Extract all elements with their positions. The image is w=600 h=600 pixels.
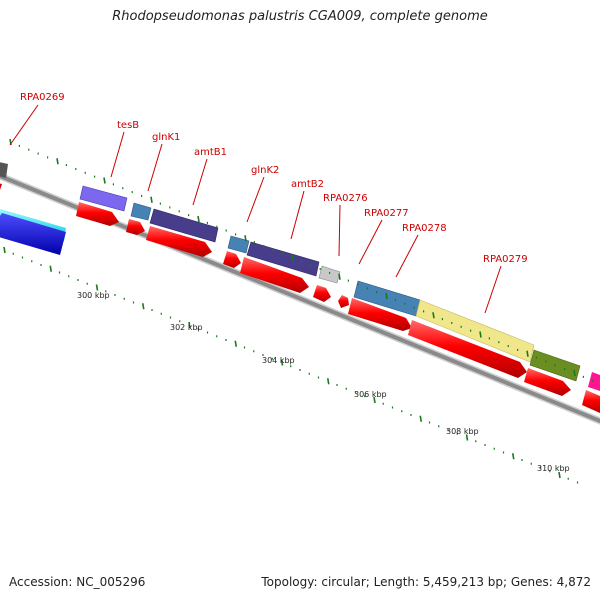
accession-label: Accession: NC_005296 xyxy=(9,575,146,589)
cds-glnK2[interactable] xyxy=(223,251,241,268)
tick-mark xyxy=(432,312,435,319)
cds-blue[interactable] xyxy=(0,213,66,255)
cds-RPA0277[interactable] xyxy=(348,298,412,331)
tick-mark xyxy=(95,284,99,291)
tick-mark xyxy=(465,434,469,441)
gene-label[interactable]: tesB xyxy=(117,120,139,131)
tick-mark xyxy=(3,246,6,254)
gene-amtB2[interactable] xyxy=(246,241,320,277)
tick-mark xyxy=(291,254,294,261)
callout-line xyxy=(9,104,39,146)
cds-glnK1[interactable] xyxy=(126,219,145,235)
tick-mark xyxy=(385,292,388,300)
gene-label[interactable]: RPA0279 xyxy=(483,254,528,265)
gene-callouts: RPA0269 tesB glnK1 amtB1 glnK2 amtB2 RPA0276 RP… xyxy=(9,92,528,314)
gene-label[interactable]: RPA0269 xyxy=(20,92,65,103)
gene-pink[interactable] xyxy=(588,372,600,391)
gene-label[interactable]: RPA0277 xyxy=(364,208,409,219)
cds-RPA0277a[interactable] xyxy=(338,295,349,308)
callout-line xyxy=(395,234,419,278)
tick-mark xyxy=(197,215,200,223)
tick-row-lower xyxy=(3,246,579,484)
tick-mark xyxy=(338,273,341,280)
gene-label[interactable]: glnK1 xyxy=(152,132,180,143)
tick-mark xyxy=(150,196,153,203)
genome-stats-label: Topology: circular; Length: 5,459,213 bp… xyxy=(261,575,591,589)
tick-mark xyxy=(326,378,330,385)
scale-label: 302 kbp xyxy=(170,323,203,332)
tick-mark xyxy=(373,396,376,404)
tick-mark xyxy=(56,158,59,165)
callout-line xyxy=(290,190,305,240)
scale-label: 306 kbp xyxy=(354,390,387,399)
callout-line xyxy=(147,143,163,192)
tick-row-upper xyxy=(9,138,594,382)
cds-RPA0279[interactable] xyxy=(408,320,527,378)
cds-amtB2[interactable] xyxy=(240,257,309,293)
gene-RPA0276[interactable] xyxy=(318,265,341,284)
cds-red-left[interactable] xyxy=(0,182,2,190)
gene-RPA0279[interactable] xyxy=(415,299,535,363)
gene-glnK2[interactable] xyxy=(227,235,250,254)
gene-label[interactable]: amtB2 xyxy=(291,179,324,190)
gene-label[interactable]: glnK2 xyxy=(251,165,279,176)
gene-glnK1[interactable] xyxy=(130,202,152,221)
tick-mark xyxy=(244,235,247,242)
cds-tesB[interactable] xyxy=(76,202,119,226)
tick-mark xyxy=(558,471,561,479)
tick-mark xyxy=(526,350,529,357)
cds-right[interactable] xyxy=(582,390,600,413)
cds-olive[interactable] xyxy=(524,368,571,396)
scale-label: 300 kbp xyxy=(77,291,110,300)
gene-label[interactable]: RPA0278 xyxy=(402,223,447,234)
callout-line xyxy=(246,176,265,223)
callout-line xyxy=(358,219,383,265)
tick-mark xyxy=(234,340,238,347)
gene-grey-dark[interactable] xyxy=(0,160,8,178)
tick-mark xyxy=(188,321,191,329)
tick-mark xyxy=(103,177,106,184)
callout-line xyxy=(338,204,341,257)
callout-line xyxy=(192,158,208,206)
tick-mark xyxy=(49,265,53,272)
scale-label: 304 kbp xyxy=(262,356,295,365)
cds-RPA0276[interactable] xyxy=(313,285,331,302)
callout-line xyxy=(110,131,125,178)
callout-line xyxy=(484,265,502,314)
tick-mark xyxy=(573,369,576,377)
map-title: Rhodopseudomonas palustris CGA009, compl… xyxy=(112,9,488,24)
gene-label[interactable]: amtB1 xyxy=(194,147,227,158)
scale-labels: 300 kbp 302 kbp 304 kbp 306 kbp 308 kbp 310 k… xyxy=(77,291,570,473)
cds-amtB1[interactable] xyxy=(146,226,212,257)
scale-label: 310 kbp xyxy=(537,464,570,473)
scale-label: 308 kbp xyxy=(446,427,479,436)
gene-label[interactable]: RPA0276 xyxy=(323,193,368,204)
tick-mark xyxy=(511,453,515,460)
tick-mark xyxy=(419,415,423,422)
gene-amtB1[interactable] xyxy=(149,208,219,243)
tick-mark xyxy=(280,359,284,366)
tick-mark xyxy=(479,331,482,338)
gene-tesB[interactable] xyxy=(79,185,128,212)
tick-mark xyxy=(141,303,145,310)
